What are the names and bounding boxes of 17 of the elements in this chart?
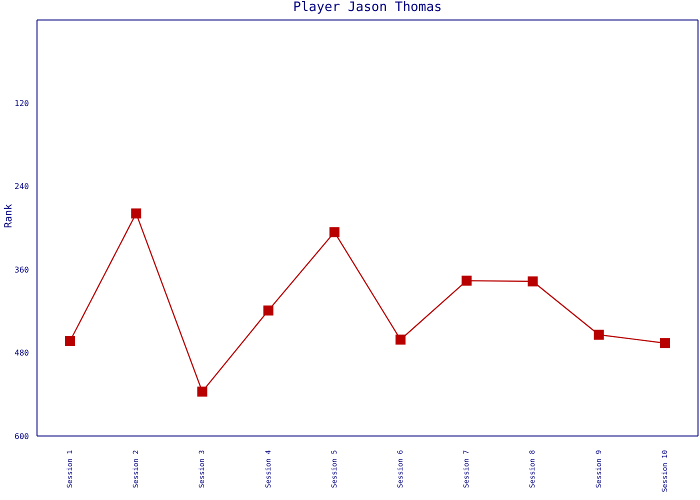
point: [528, 276, 538, 286]
point: [594, 330, 604, 340]
point: [396, 334, 406, 345]
point: [65, 336, 76, 346]
point: [462, 276, 472, 286]
y-axis-title: Rank: [4, 204, 15, 228]
point: [131, 208, 142, 218]
point: [263, 306, 274, 316]
y-tick-label: 600: [14, 432, 30, 441]
point: [197, 386, 208, 397]
y-tick-label: 120: [14, 99, 30, 108]
y-tick-label: 360: [14, 265, 30, 274]
y-tick-label: 240: [14, 182, 30, 192]
chart-title: Player Jason Thomas: [292, 0, 443, 15]
point: [329, 227, 340, 238]
y-tick-label: 480: [14, 348, 30, 358]
point: [660, 338, 670, 348]
